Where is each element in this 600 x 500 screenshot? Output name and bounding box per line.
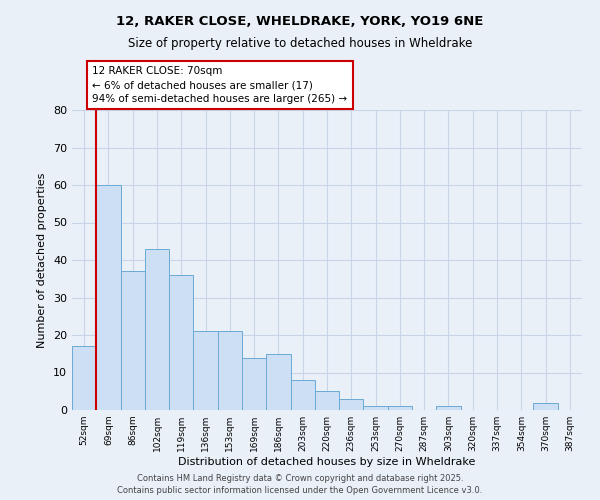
Bar: [218, 331, 242, 410]
Text: 12 RAKER CLOSE: 70sqm
← 6% of detached houses are smaller (17)
94% of semi-detac: 12 RAKER CLOSE: 70sqm ← 6% of detached h…: [92, 66, 347, 104]
Bar: [242, 358, 266, 410]
Bar: [290, 380, 315, 410]
Text: Contains HM Land Registry data © Crown copyright and database right 2025.
Contai: Contains HM Land Registry data © Crown c…: [118, 474, 482, 495]
Bar: [169, 275, 193, 410]
Bar: [72, 346, 96, 410]
Text: Size of property relative to detached houses in Wheldrake: Size of property relative to detached ho…: [128, 38, 472, 51]
Bar: [121, 271, 145, 410]
Bar: [339, 399, 364, 410]
Bar: [266, 354, 290, 410]
X-axis label: Distribution of detached houses by size in Wheldrake: Distribution of detached houses by size …: [178, 457, 476, 467]
Y-axis label: Number of detached properties: Number of detached properties: [37, 172, 47, 348]
Bar: [388, 406, 412, 410]
Bar: [145, 248, 169, 410]
Bar: [436, 406, 461, 410]
Bar: [533, 402, 558, 410]
Bar: [364, 406, 388, 410]
Text: 12, RAKER CLOSE, WHELDRAKE, YORK, YO19 6NE: 12, RAKER CLOSE, WHELDRAKE, YORK, YO19 6…: [116, 15, 484, 28]
Bar: [96, 185, 121, 410]
Bar: [315, 391, 339, 410]
Bar: [193, 331, 218, 410]
